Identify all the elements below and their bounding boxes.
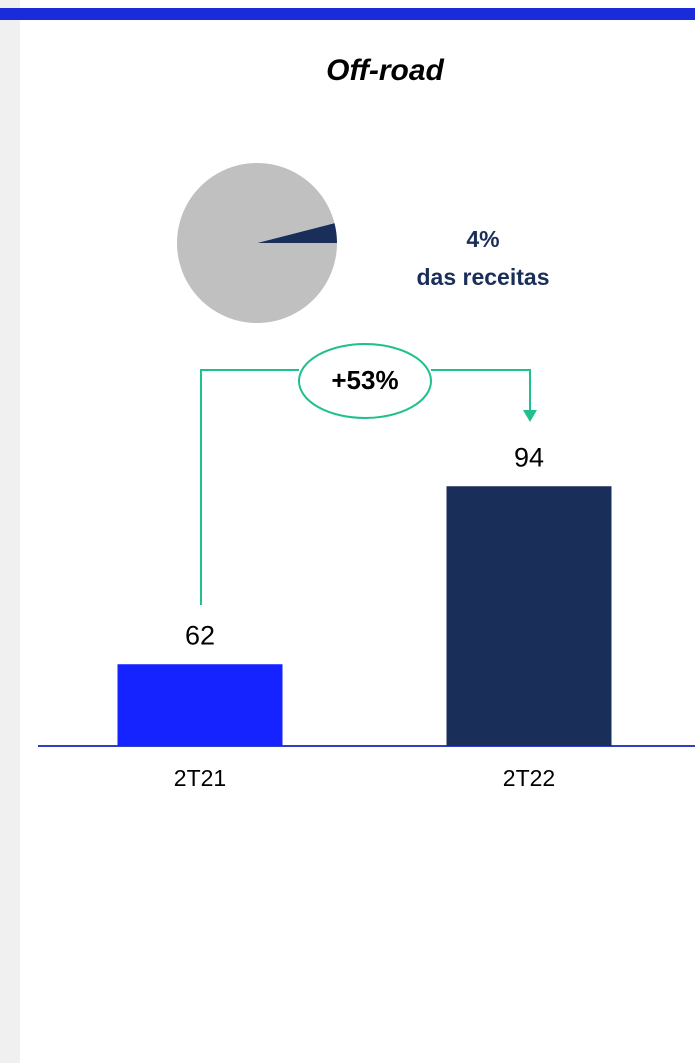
growth-annotation (200, 343, 531, 605)
x-tick-label: 2T22 (503, 765, 555, 791)
growth-label: +53% (331, 365, 398, 395)
chart-title: Off-road (326, 54, 444, 87)
pie-slice (257, 223, 337, 243)
annotation-ellipse (298, 343, 432, 419)
pie-label: 4% (466, 226, 499, 252)
top-band (0, 8, 695, 20)
bar (117, 664, 283, 746)
value-label: 62 (185, 620, 215, 650)
pie-annotation: das receitas (417, 264, 550, 290)
connector (200, 369, 299, 605)
bar (446, 486, 612, 746)
x-tick-label: 2T21 (174, 765, 226, 791)
pie-slice (177, 163, 337, 324)
connector (431, 369, 531, 410)
arrow-head (523, 410, 537, 422)
value-label: 94 (514, 442, 544, 472)
